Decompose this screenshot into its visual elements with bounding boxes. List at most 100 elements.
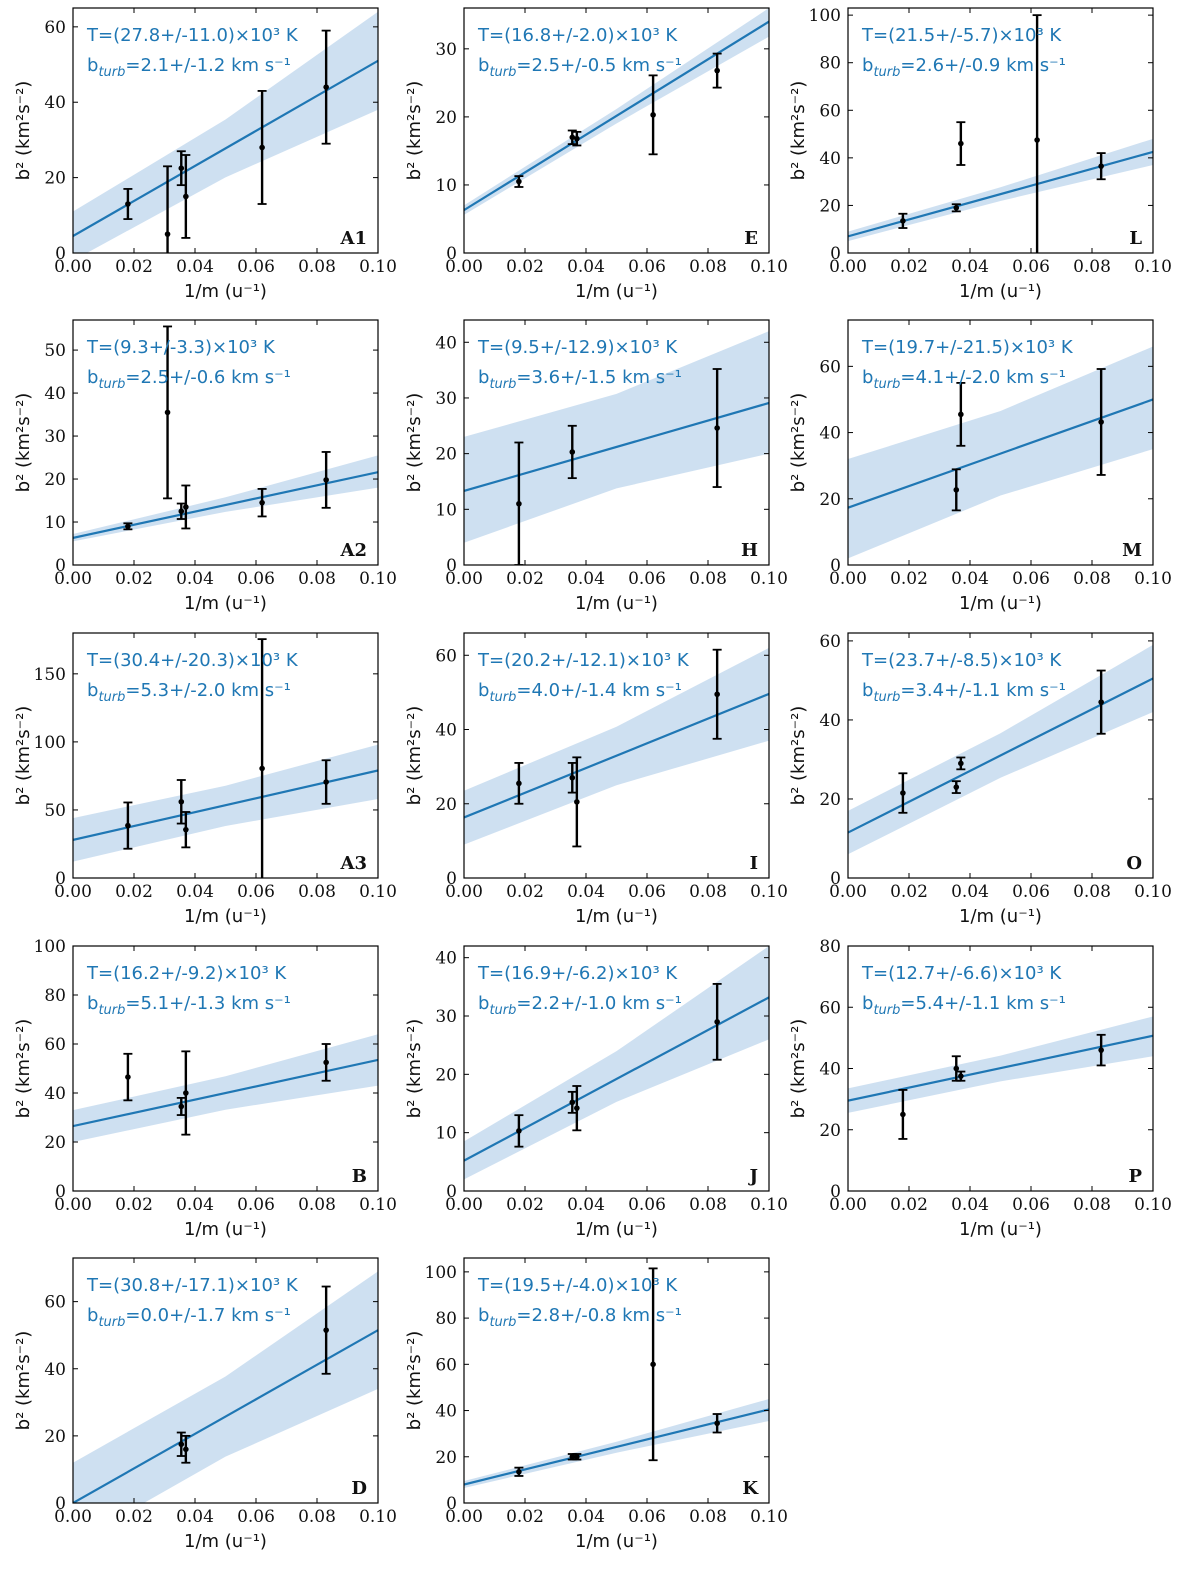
x-axis-label: 1/m (u⁻¹) xyxy=(959,906,1042,927)
bturb-value: =3.6+/-1.5 km s⁻¹ xyxy=(516,367,681,388)
fit-line xyxy=(848,150,1153,238)
bturb-annotation: bturb=4.1+/-2.0 km s⁻¹ xyxy=(862,367,1066,392)
x-tick-label: 0.10 xyxy=(1134,1195,1172,1215)
x-tick-label: 0.00 xyxy=(445,1507,483,1527)
bturb-annotation: bturb=2.8+/-0.8 km s⁻¹ xyxy=(478,1305,682,1330)
bturb-value: =2.5+/-0.5 km s⁻¹ xyxy=(516,55,681,76)
temperature-annotation: T=(12.7+/-6.6)×10³ K xyxy=(861,963,1062,984)
panel-h: 0.00 0.02 0.04 0.06 0.08 0.10 0 10 20 30 40 1/m (u⁻… xyxy=(404,319,788,614)
bturb-symbol: b xyxy=(478,367,489,388)
panel-label: H xyxy=(741,540,758,561)
axes-frame xyxy=(847,7,1154,254)
bturb-symbol: b xyxy=(862,993,873,1014)
bturb-subscript: turb xyxy=(489,690,516,705)
x-axis-label: 1/m (u⁻¹) xyxy=(575,906,658,927)
y-tick-label: 80 xyxy=(819,937,841,957)
y-axis-label: b² (km²s⁻²) xyxy=(404,706,425,806)
y-tick-label: 0 xyxy=(830,869,841,889)
x-axis-label: 1/m (u⁻¹) xyxy=(575,1219,658,1240)
panel-a3: 0.00 0.02 0.04 0.06 0.08 0.10 0 50 100 150 1/m (u⁻… xyxy=(13,632,397,927)
bturb-value: =5.1+/-1.3 km s⁻¹ xyxy=(125,993,290,1014)
temperature-annotation: T=(9.3+/-3.3)×10³ K xyxy=(86,337,276,358)
bturb-annotation: bturb=2.5+/-0.6 km s⁻¹ xyxy=(87,367,291,392)
data-point xyxy=(958,140,964,147)
temperature-annotation: T=(30.8+/-17.1)×10³ K xyxy=(86,1275,299,1296)
x-tick-label: 0.00 xyxy=(445,569,483,589)
bturb-annotation: bturb=2.6+/-0.9 km s⁻¹ xyxy=(862,55,1066,80)
panel-d: 0.00 0.02 0.04 0.06 0.08 0.10 0 20 40 60 1/m (u⁻¹)… xyxy=(13,1257,397,1552)
y-tick-label: 30 xyxy=(44,427,66,447)
y-tick-label: 20 xyxy=(819,490,841,510)
x-tick-label: 0.04 xyxy=(951,569,989,589)
data-point xyxy=(569,1099,576,1106)
data-point xyxy=(164,409,171,416)
x-tick-label: 0.04 xyxy=(176,1507,214,1527)
plot-area xyxy=(73,325,378,542)
panel-p: 0.00 0.02 0.04 0.06 0.08 0.10 0 20 40 60 80 1/m (u⁻… xyxy=(788,937,1172,1240)
x-tick-label: 0.10 xyxy=(750,1507,788,1527)
bturb-subscript: turb xyxy=(873,1003,900,1018)
data-point xyxy=(900,1111,906,1118)
axes-frame xyxy=(72,319,379,566)
temperature-annotation: T=(27.8+/-11.0)×10³ K xyxy=(86,25,299,46)
data-point xyxy=(259,499,265,506)
x-tick-label: 0.02 xyxy=(115,569,153,589)
panel-a2: 0.00 0.02 0.04 0.06 0.08 0.10 0 10 20 30 40 50 1/m (… xyxy=(13,319,397,614)
x-tick-label: 0.02 xyxy=(115,257,153,277)
data-point xyxy=(516,178,522,185)
x-tick-label: 0.08 xyxy=(689,569,727,589)
x-tick-label: 0.10 xyxy=(1134,257,1172,277)
y-tick-label: 20 xyxy=(44,169,66,189)
plot-area xyxy=(73,638,378,878)
bturb-subscript: turb xyxy=(98,1315,125,1330)
y-tick-label: 100 xyxy=(809,6,841,26)
data-point xyxy=(714,1019,720,1025)
axes-frame xyxy=(463,7,770,254)
y-tick-label: 100 xyxy=(425,1263,457,1283)
data-point xyxy=(650,1361,656,1368)
y-tick-label: 40 xyxy=(435,721,457,741)
panel-k: 0.00 0.02 0.04 0.06 0.08 0.10 0 20 40 60 80 100 1/m … xyxy=(404,1257,788,1552)
data-point xyxy=(650,112,656,118)
y-tick-label: 0 xyxy=(55,869,66,889)
confidence-band xyxy=(73,1034,378,1142)
bturb-annotation: bturb=3.4+/-1.1 km s⁻¹ xyxy=(862,680,1066,705)
y-tick-label: 0 xyxy=(830,244,841,264)
data-point xyxy=(125,822,131,829)
panel-j: 0.00 0.02 0.04 0.06 0.08 0.10 0 10 20 30 40 1/m (u⁻… xyxy=(404,945,788,1240)
panel-m: 0.00 0.02 0.04 0.06 0.08 0.10 0 20 40 60 1/m (u⁻¹)… xyxy=(788,319,1172,614)
y-tick-label: 0 xyxy=(55,1182,66,1202)
y-tick-label: 100 xyxy=(34,733,66,753)
data-point xyxy=(125,201,131,207)
y-tick-label: 20 xyxy=(819,790,841,810)
data-point xyxy=(569,1453,576,1460)
y-tick-label: 60 xyxy=(819,998,841,1018)
bturb-value: =2.2+/-1.0 km s⁻¹ xyxy=(516,993,681,1014)
axes-frame xyxy=(72,1257,379,1504)
data-point xyxy=(574,135,580,142)
bturb-subscript: turb xyxy=(489,65,516,80)
temperature-annotation: T=(20.2+/-12.1)×10³ K xyxy=(477,650,690,671)
data-point xyxy=(1034,137,1040,143)
data-point xyxy=(574,1453,580,1460)
bturb-value: =2.5+/-0.6 km s⁻¹ xyxy=(125,367,290,388)
data-point xyxy=(900,790,906,796)
x-axis-label: 1/m (u⁻¹) xyxy=(575,1531,658,1552)
y-tick-label: 0 xyxy=(55,1494,66,1514)
axes-frame xyxy=(72,7,379,254)
x-tick-label: 0.04 xyxy=(951,257,989,277)
x-tick-label: 0.00 xyxy=(829,1195,867,1215)
y-tick-label: 20 xyxy=(435,1065,457,1085)
data-point xyxy=(259,144,265,151)
data-point xyxy=(323,779,329,785)
x-tick-label: 0.02 xyxy=(506,1195,544,1215)
x-tick-label: 0.00 xyxy=(54,569,92,589)
bturb-symbol: b xyxy=(87,993,98,1014)
temperature-annotation: T=(19.5+/-4.0)×10³ K xyxy=(477,1275,678,1296)
y-tick-label: 0 xyxy=(446,556,457,576)
data-point xyxy=(183,1446,189,1453)
x-tick-label: 0.00 xyxy=(54,1195,92,1215)
y-tick-label: 60 xyxy=(44,1293,66,1313)
x-tick-label: 0.02 xyxy=(506,882,544,902)
